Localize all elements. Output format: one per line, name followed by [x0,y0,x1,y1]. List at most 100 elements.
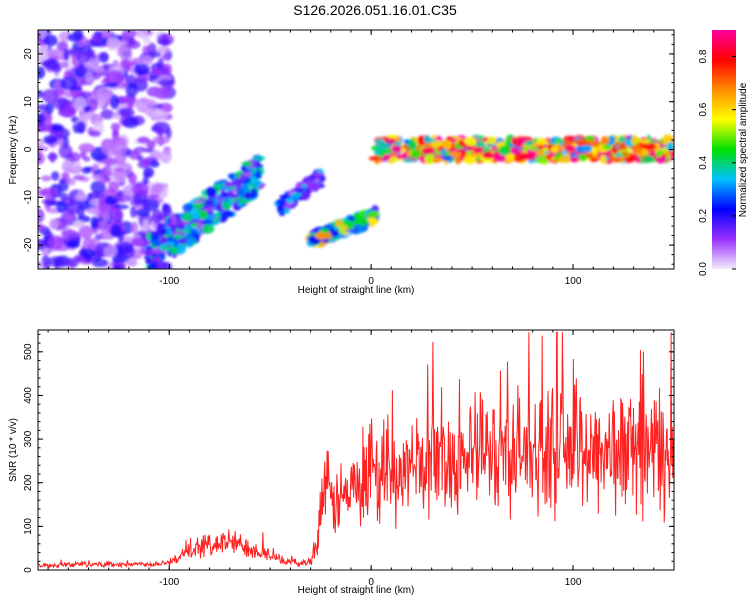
spectrogram-blob [314,171,323,178]
spectrogram-blob [670,151,674,157]
spectrogram-blob [85,69,93,83]
spectrogram-blob [130,221,139,235]
spectrogram-blob [356,217,369,226]
spectrogram-blob [170,214,177,225]
spectrogram-blob [81,166,92,175]
spectrogram-blob [43,34,58,47]
spectrogram-blob [463,154,477,165]
spectrogram-blob [241,161,253,167]
spectrogram-blob [151,183,164,194]
spectrogram-blob [235,180,242,190]
spectrogram-blob [84,253,93,263]
spectrogram-blob [149,230,162,236]
spectrogram-blob [417,135,424,145]
spectrogram-blob [58,144,73,159]
spectrogram-blob [104,176,112,183]
spectrogram-blob [142,198,160,212]
spectrogram-blob [201,223,215,234]
spectrogram-blob [111,170,127,183]
y-tick-label: -20 [23,237,34,252]
spectrogram-blob [156,261,165,269]
spectrogram-blob [66,239,81,249]
spectrogram-blob [160,54,170,61]
spectrogram-blob [608,135,616,145]
colorbar-label: Normalized spectral amplitude [738,82,749,217]
spectrogram-blob [103,82,119,88]
spectrogram-blob [473,146,485,155]
x-tick-label: 100 [565,276,582,287]
spectrogram-blob [157,39,171,45]
spectrogram-blob [76,121,86,134]
colorbar-tick-label: 0.6 [698,102,709,116]
spectrogram-blob [432,157,444,163]
spectrogram-blob [233,205,241,211]
spectrogram-blob [146,194,159,200]
spectrogram-blob [618,137,627,143]
spectrogram-blob [591,146,598,156]
spectrogram-blob [150,249,164,255]
spectrogram-blob [367,210,380,218]
spectrogram-blob [600,136,610,145]
spectrogram-blob [76,205,85,219]
y-tick-label: 0 [23,146,34,152]
spectrogram-blob [186,239,193,248]
spectrogram-blob [103,245,118,258]
snr-y-label: SNR (10 * v/v) [8,418,19,482]
snr-plot-area [38,330,674,570]
spectrogram-blob [110,223,122,238]
spectrogram-blob [564,144,577,152]
spectrogram-blob [111,140,129,155]
spectrogram-blob [244,171,252,178]
spectrogram-blob [466,144,475,152]
spectrogram-blob [133,76,150,83]
spectrogram-x-label: Height of straight line (km) [298,285,415,296]
colorbar-ticks: 0.0 0.2 0.4 0.6 0.8 [698,49,736,276]
spectrogram-blob [277,198,287,207]
y-tick-label: 0 [23,567,34,573]
spectrogram-blob [518,152,532,161]
spectrogram-blob [421,147,434,155]
spectrogram-blob [143,172,152,178]
spectrogram-blob [160,229,168,234]
spectrogram-blob [89,130,101,137]
spectrogram-blob [450,138,457,143]
spectrogram-blob [558,155,567,163]
spectrogram-blob [109,94,120,110]
spectrogram-blob [152,135,170,145]
spectrogram-blob [63,70,72,77]
spectrogram-blob [454,155,462,165]
spectrogram-blob [662,134,673,144]
colorbar-tick-label: 0.0 [698,262,709,276]
spectrogram-blob [630,135,638,145]
spectrogram-band [305,205,380,248]
spectrogram-blob [156,46,171,54]
spectrogram-y-label: Frequency (Hz) [8,116,19,185]
y-tick-label: 100 [23,518,34,535]
snr-y-ticks: 0 100 200 300 400 500 [23,333,674,573]
spectrogram-blob [535,149,545,157]
spectrogram-blob [286,196,295,204]
spectrogram-blob [239,173,246,181]
spectrogram-blob [374,149,380,156]
spectrogram-blob [507,135,513,146]
x-tick-label: 0 [368,577,374,588]
spectrogram-blob [159,149,172,164]
spectrogram-blob [199,197,205,203]
spectrogram-blob [135,31,146,40]
spectrogram-band [143,154,266,269]
spectrogram-blob [121,30,138,38]
y-tick-label: 300 [23,430,34,447]
spectrogram-blob [589,157,599,163]
spectrogram-blob [320,228,330,234]
spectrogram-blob [56,201,67,214]
spectrogram-blob [78,225,94,239]
spectrogram-blob [96,87,113,103]
y-tick-label: 20 [23,48,34,60]
spectrogram-blob [322,238,329,244]
spectrogram-blob [142,219,150,232]
spectrogram-blob [165,241,176,246]
spectrogram-blob [65,177,76,186]
spectrogram-blob [113,264,123,269]
spectrogram-blob [40,187,58,198]
spectrogram-blob [135,208,151,217]
